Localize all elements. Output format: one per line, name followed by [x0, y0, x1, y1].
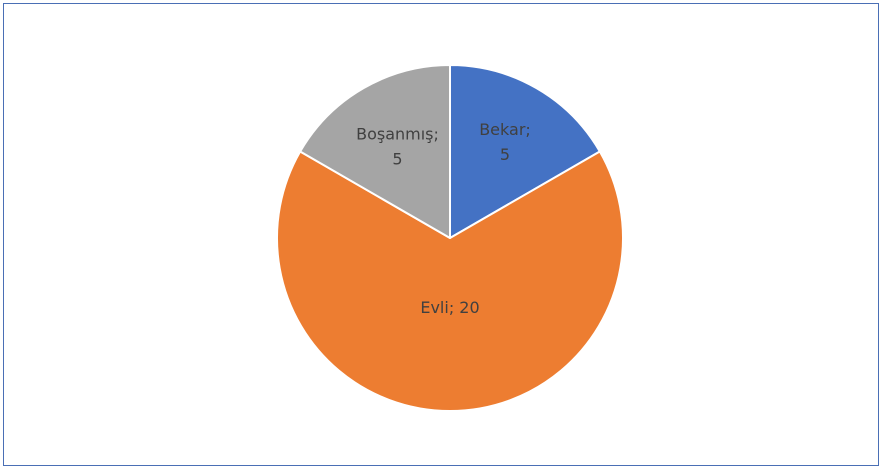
pie-slice-evli [276, 150, 624, 412]
pie-chart: Bekar; 5 Evli; 20 Boşanmış; 5 [276, 64, 624, 412]
pie-slice-bo-anm- [299, 64, 451, 239]
data-label-evli: Evli; 20 [420, 298, 479, 317]
pie-slice-bekar [449, 64, 601, 239]
data-label-bo-anm-: Boşanmış; 5 [356, 125, 439, 169]
chart-frame: Bekar; 5 Evli; 20 Boşanmış; 5 [3, 3, 879, 466]
data-label-bekar: Bekar; 5 [479, 120, 531, 164]
